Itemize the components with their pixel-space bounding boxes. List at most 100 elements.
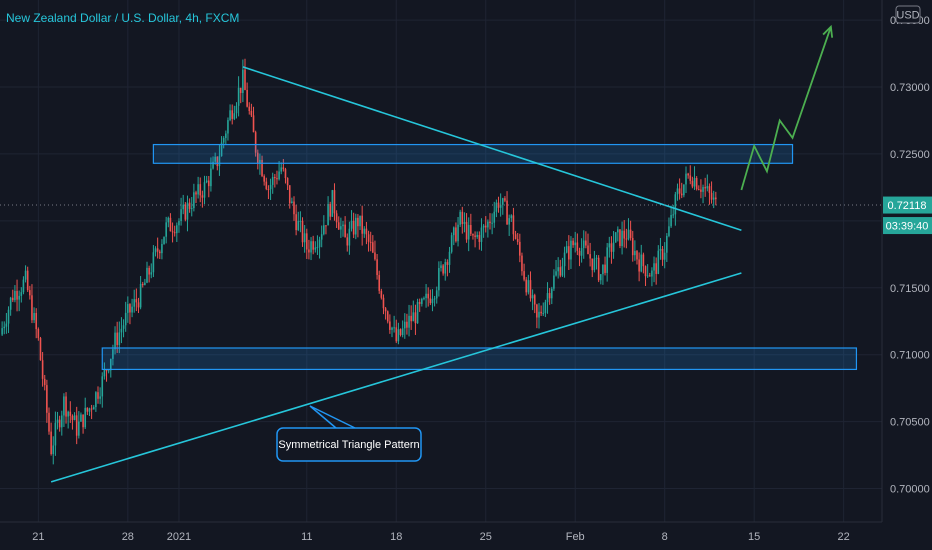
candle: [470, 213, 472, 237]
candle-body: [557, 267, 559, 272]
time-tick-label: 25: [480, 531, 492, 543]
candle: [188, 198, 191, 213]
candle: [320, 225, 323, 248]
candle-body: [610, 243, 613, 252]
candle: [706, 174, 709, 192]
candle: [357, 214, 359, 238]
candle: [585, 231, 587, 249]
candle: [421, 297, 423, 307]
currency-badge[interactable]: USD: [895, 5, 921, 24]
candle: [305, 228, 308, 259]
candle-body: [416, 301, 419, 324]
last-price-badge: 0.72118: [883, 196, 932, 214]
currency-badge-frame: [895, 5, 921, 24]
candle-body: [16, 290, 18, 300]
candle: [646, 264, 649, 278]
candle-body: [310, 241, 312, 253]
candle: [683, 184, 685, 198]
candle: [401, 320, 404, 338]
candle: [205, 175, 208, 184]
resistance-zone[interactable]: [152, 143, 794, 164]
candle-body: [193, 192, 195, 209]
candle: [715, 191, 717, 206]
projection-path[interactable]: [740, 26, 832, 191]
candle-body: [212, 161, 214, 169]
pattern-annotation[interactable]: Symmetrical Triangle Pattern: [276, 405, 422, 462]
candle-body: [109, 358, 112, 371]
support-zone[interactable]: [101, 347, 858, 371]
candle: [680, 182, 683, 199]
candle-body: [173, 232, 176, 234]
upper-trendline[interactable]: [242, 66, 742, 231]
candle-body: [284, 169, 287, 179]
candle-body: [435, 290, 438, 299]
candle: [308, 239, 310, 260]
candle: [120, 317, 123, 344]
candle-body: [472, 233, 474, 236]
candle: [207, 176, 210, 198]
candle-body: [608, 243, 611, 248]
candle: [444, 258, 447, 281]
candle-body: [438, 268, 440, 291]
candle: [144, 278, 146, 286]
candle: [542, 302, 545, 316]
candle-body: [670, 214, 672, 227]
candle: [653, 256, 655, 283]
candle: [282, 159, 285, 172]
candle: [629, 220, 632, 241]
candle-body: [329, 204, 332, 217]
candle: [97, 386, 99, 404]
candle: [550, 286, 553, 305]
candle-body: [657, 250, 660, 274]
candle: [303, 225, 306, 253]
candle-body: [403, 321, 406, 329]
candle-body: [655, 263, 657, 274]
candle: [201, 190, 204, 208]
candle-body: [331, 190, 334, 217]
candle-body: [491, 222, 493, 224]
candle: [506, 191, 508, 225]
candle: [101, 372, 104, 408]
candle-body: [120, 328, 123, 333]
time-axis[interactable]: 21 28 2021 11 18 25 Feb 8 15 22: [32, 531, 850, 543]
candle: [329, 201, 332, 221]
candle: [712, 190, 715, 209]
candle-body: [248, 106, 251, 111]
candle: [156, 237, 159, 259]
candle: [139, 276, 142, 310]
candle: [427, 287, 430, 307]
candle: [239, 87, 242, 104]
candle: [199, 177, 202, 203]
candle: [369, 231, 372, 252]
candle-body: [207, 180, 210, 187]
candle-body: [484, 225, 487, 228]
candle-body: [167, 217, 170, 223]
price-tick-label: 0.73000: [890, 82, 930, 94]
candle: [286, 177, 289, 191]
candle: [141, 281, 144, 288]
candle: [678, 178, 681, 200]
candle: [452, 226, 455, 246]
candle: [41, 352, 44, 387]
candle-body: [235, 105, 238, 114]
candle: [346, 233, 349, 252]
candle-body: [700, 189, 702, 192]
candle: [668, 217, 670, 238]
candle: [71, 414, 74, 430]
candle-body: [297, 221, 300, 231]
candle: [544, 299, 547, 318]
price-axis[interactable]: 0.700000.705000.710000.715000.720000.725…: [890, 15, 930, 495]
candle-body: [589, 254, 591, 259]
candle: [278, 161, 280, 181]
candle-body: [570, 240, 572, 260]
candle-body: [374, 252, 376, 260]
candle: [512, 207, 515, 241]
lower-trendline[interactable]: [50, 272, 742, 483]
candle-body: [408, 315, 410, 328]
candle-body: [640, 254, 643, 272]
candle-body: [359, 215, 361, 227]
projection-arrowhead: [822, 24, 834, 38]
